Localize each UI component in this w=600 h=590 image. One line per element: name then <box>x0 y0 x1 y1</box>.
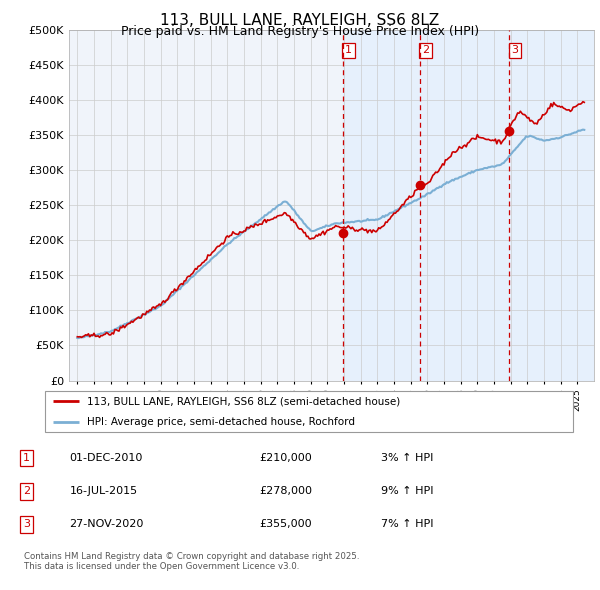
Text: 27-NOV-2020: 27-NOV-2020 <box>70 519 144 529</box>
Text: 9% ↑ HPI: 9% ↑ HPI <box>380 486 433 496</box>
FancyBboxPatch shape <box>44 391 574 432</box>
Text: 2: 2 <box>422 45 429 55</box>
Text: HPI: Average price, semi-detached house, Rochford: HPI: Average price, semi-detached house,… <box>88 417 355 427</box>
Text: 113, BULL LANE, RAYLEIGH, SS6 8LZ (semi-detached house): 113, BULL LANE, RAYLEIGH, SS6 8LZ (semi-… <box>88 396 401 407</box>
Text: Price paid vs. HM Land Registry's House Price Index (HPI): Price paid vs. HM Land Registry's House … <box>121 25 479 38</box>
Text: 16-JUL-2015: 16-JUL-2015 <box>70 486 138 496</box>
Text: £355,000: £355,000 <box>260 519 313 529</box>
Text: 3: 3 <box>23 519 30 529</box>
Bar <box>343 30 594 381</box>
Text: 7% ↑ HPI: 7% ↑ HPI <box>380 519 433 529</box>
Text: £278,000: £278,000 <box>260 486 313 496</box>
Text: 1: 1 <box>345 45 352 55</box>
Text: Contains HM Land Registry data © Crown copyright and database right 2025.
This d: Contains HM Land Registry data © Crown c… <box>24 552 359 571</box>
Text: £210,000: £210,000 <box>260 453 313 463</box>
Text: 2: 2 <box>23 486 30 496</box>
Text: 3: 3 <box>512 45 518 55</box>
Text: 3% ↑ HPI: 3% ↑ HPI <box>380 453 433 463</box>
Text: 113, BULL LANE, RAYLEIGH, SS6 8LZ: 113, BULL LANE, RAYLEIGH, SS6 8LZ <box>160 13 440 28</box>
Text: 1: 1 <box>23 453 30 463</box>
Text: 01-DEC-2010: 01-DEC-2010 <box>70 453 143 463</box>
